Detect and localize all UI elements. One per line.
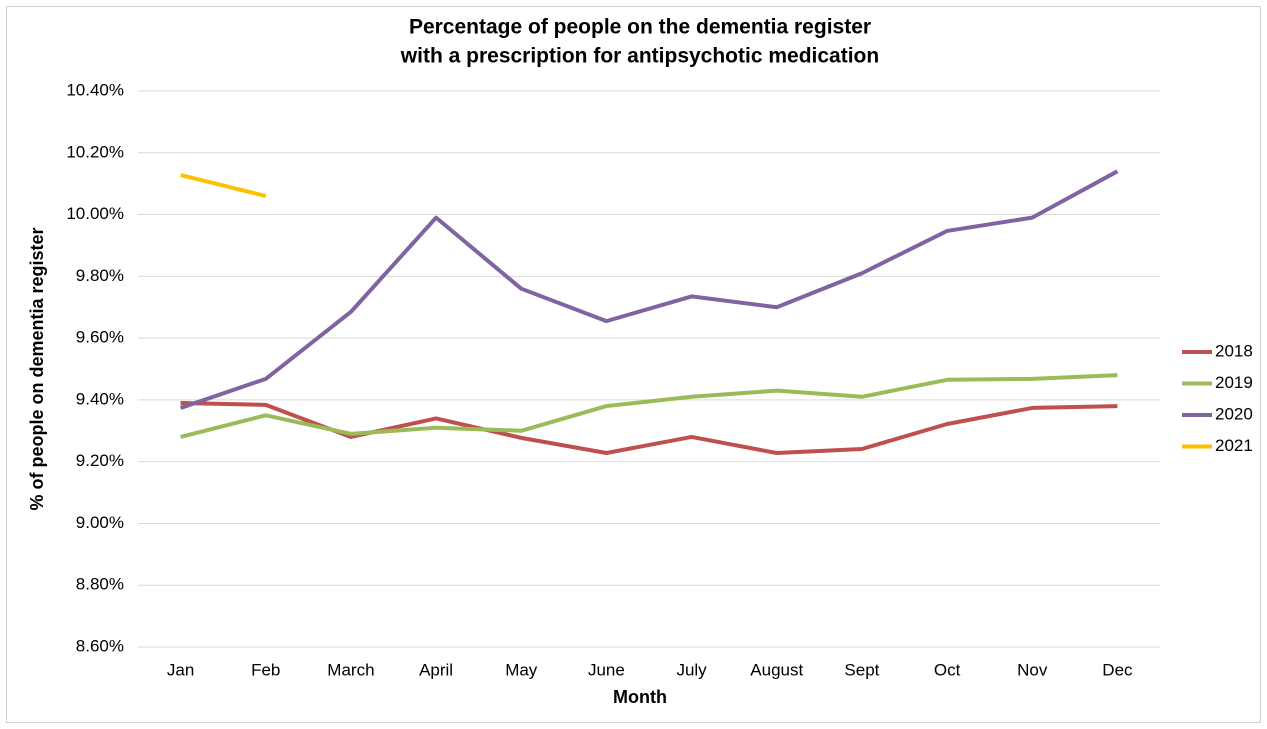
x-tick-label: Sept xyxy=(844,660,879,679)
y-tick-label: 8.80% xyxy=(76,575,124,594)
legend-label: 2019 xyxy=(1215,373,1253,392)
y-tick-label: 9.40% xyxy=(76,389,124,408)
chart-border xyxy=(6,6,1261,723)
y-tick-label: 8.60% xyxy=(76,636,124,655)
x-axis-title: Month xyxy=(613,687,667,707)
x-tick-label: Jan xyxy=(167,660,194,679)
y-tick-label: 9.00% xyxy=(76,513,124,532)
x-tick-label: August xyxy=(750,660,803,679)
x-tick-label: Nov xyxy=(1017,660,1048,679)
y-tick-label: 9.80% xyxy=(76,266,124,285)
y-tick-label: 10.20% xyxy=(66,142,124,161)
y-tick-label: 9.20% xyxy=(76,451,124,470)
x-tick-label: May xyxy=(505,660,538,679)
legend-label: 2021 xyxy=(1215,436,1253,455)
y-axis-title: % of people on dementia register xyxy=(27,227,47,510)
y-tick-label: 10.00% xyxy=(66,204,124,223)
y-tick-label: 10.40% xyxy=(66,80,124,99)
chart-title: Percentage of people on the dementia reg… xyxy=(409,16,871,39)
chart-title: with a prescription for antipsychotic me… xyxy=(400,45,879,68)
x-tick-label: Feb xyxy=(251,660,280,679)
x-tick-label: Dec xyxy=(1102,660,1133,679)
x-tick-label: March xyxy=(327,660,374,679)
series-line xyxy=(179,169,1119,410)
y-tick-label: 9.60% xyxy=(76,328,124,347)
legend-label: 2018 xyxy=(1215,341,1253,360)
x-tick-label: April xyxy=(419,660,453,679)
x-tick-label: June xyxy=(588,660,625,679)
series-line xyxy=(180,173,267,198)
x-tick-label: July xyxy=(676,660,707,679)
x-tick-label: Oct xyxy=(934,660,961,679)
legend-label: 2020 xyxy=(1215,404,1253,423)
series-line xyxy=(180,373,1118,439)
